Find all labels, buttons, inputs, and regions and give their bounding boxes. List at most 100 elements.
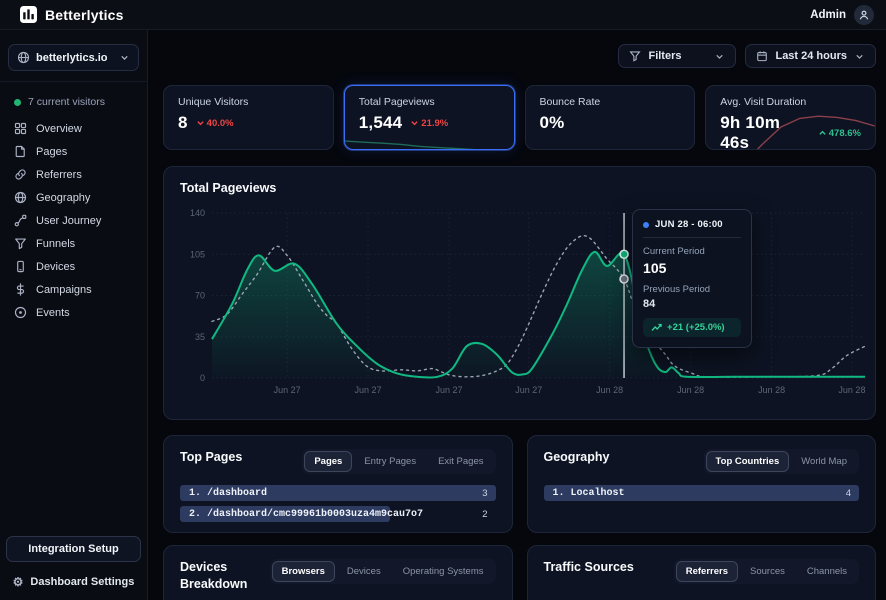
chevron-down-icon (854, 51, 865, 62)
filters-label: Filters (648, 50, 682, 62)
panel-title: Traffic Sources (543, 560, 634, 574)
svg-text:105: 105 (190, 249, 205, 259)
top-bar: Betterlytics Admin (0, 0, 886, 30)
chevron-down-icon (119, 52, 130, 63)
sidebar-item-overview[interactable]: Overview (6, 118, 141, 139)
stat-cards-row: Unique Visitors 8 40.0% Total Pageviews … (163, 85, 876, 150)
panel-title: Devices Breakdown (180, 560, 248, 591)
sidebar-item-events[interactable]: Events (6, 302, 141, 323)
tab-top-countries[interactable]: Top Countries (705, 451, 790, 472)
tab-entry-pages[interactable]: Entry Pages (354, 451, 426, 472)
sidebar-item-campaigns[interactable]: Campaigns (6, 279, 141, 300)
sidebar-item-geography[interactable]: Geography (6, 187, 141, 208)
geography-panel: Geography Top Countries World Map 1. Local… (526, 435, 876, 533)
dollar-icon (14, 283, 27, 296)
stat-value: 9h 10m 46s (720, 113, 781, 150)
svg-text:Jun 27: Jun 27 (436, 385, 463, 395)
sidebar-item-pages[interactable]: Pages (6, 141, 141, 162)
app-logo-icon (20, 6, 37, 23)
stat-card-bounce-rate[interactable]: Bounce Rate 0% (524, 85, 696, 150)
chart-area[interactable]: 0 35 70 105 140 Jun 27 Jun 27 Jun 27 Jun 27 Jun 2… (180, 208, 866, 402)
tab-world-map[interactable]: World Map (791, 451, 857, 472)
dashboard-settings-label: Dashboard Settings (30, 576, 135, 588)
list-item-value: 4 (845, 487, 851, 499)
stat-value: 1,544 (358, 113, 403, 132)
svg-text:Jun 28: Jun 28 (596, 385, 623, 395)
svg-text:Jun 28: Jun 28 (677, 385, 704, 395)
stat-card-avg-visit-duration[interactable]: Avg. Visit Duration 9h 10m 46s 478.6% (705, 85, 876, 150)
stat-card-total-pageviews[interactable]: Total Pageviews 1,544 21.9% (343, 85, 515, 150)
globe-icon (17, 51, 30, 64)
app-title: Betterlytics (45, 6, 124, 23)
route-icon (14, 214, 27, 227)
tooltip-previous-value: 84 (643, 298, 656, 310)
traffic-sources-panel: Traffic Sources Referrers Sources Channels (526, 545, 876, 600)
stat-delta: 478.6% (818, 128, 861, 139)
smartphone-icon (14, 260, 27, 273)
tab-pages[interactable]: Pages (304, 451, 353, 472)
stat-delta: 40.0% (196, 118, 234, 129)
integration-setup-button[interactable]: Integration Setup (6, 536, 141, 562)
sidebar-divider (0, 81, 147, 82)
tab-operating-systems[interactable]: Operating Systems (393, 561, 494, 582)
top-pages-list: 1./dashboard 3 2./dashboard/cmc99961b000… (180, 485, 496, 522)
tooltip-delta-badge: +21 (+25.0%) (643, 318, 742, 337)
list-item[interactable]: 2./dashboard/cmc99961b0003uza4m9cau7o7 2 (180, 506, 496, 522)
svg-text:70: 70 (195, 291, 205, 301)
sidebar-item-label: User Journey (36, 214, 102, 227)
tab-browsers[interactable]: Browsers (271, 561, 335, 582)
sidebar-item-user-journey[interactable]: User Journey (6, 210, 141, 231)
filter-icon (629, 50, 642, 62)
chevron-down-icon (714, 51, 725, 62)
tab-devices[interactable]: Devices (337, 561, 391, 582)
sidebar-item-label: Referrers (36, 168, 82, 181)
funnel-icon (14, 237, 27, 250)
svg-text:Jun 28: Jun 28 (838, 385, 865, 395)
list-item-label: 1. Localhost (552, 487, 625, 499)
user-avatar[interactable] (854, 4, 874, 25)
svg-text:35: 35 (195, 332, 205, 342)
sidebar-item-label: Funnels (36, 237, 76, 250)
stat-card-unique-visitors[interactable]: Unique Visitors 8 40.0% (163, 85, 334, 150)
tab-channels[interactable]: Channels (797, 561, 857, 582)
sparkline-chart (345, 86, 514, 150)
gear-icon: ⚙ (12, 575, 24, 589)
target-icon (14, 306, 27, 319)
sidebar-item-label: Geography (36, 191, 91, 204)
site-selector[interactable]: betterlytics.io (8, 44, 139, 71)
list-item-bar (180, 506, 391, 522)
list-item-value: 3 (482, 487, 488, 499)
live-dot-icon (14, 98, 21, 106)
sidebar-item-devices[interactable]: Devices (6, 256, 141, 277)
link-icon (14, 168, 27, 181)
tooltip-dot-icon (643, 221, 650, 228)
list-item-bar (543, 485, 859, 501)
list-item[interactable]: 1./dashboard 3 (180, 485, 496, 501)
person-icon (859, 10, 869, 20)
filters-button[interactable]: Filters (618, 44, 737, 68)
live-visitors: 7 current visitors (6, 92, 141, 118)
tab-sources[interactable]: Sources (740, 561, 795, 582)
trend-up-icon (651, 323, 662, 331)
list-item-label: 1./dashboard (189, 487, 268, 499)
stat-label: Total Pageviews (358, 96, 435, 108)
sidebar-item-referrers[interactable]: Referrers (6, 164, 141, 185)
calendar-icon (756, 50, 768, 62)
svg-text:Jun 27: Jun 27 (274, 385, 301, 395)
date-range-button[interactable]: Last 24 hours (745, 44, 876, 68)
sidebar-item-label: Events (36, 306, 70, 319)
svg-text:140: 140 (190, 209, 205, 218)
tab-exit-pages[interactable]: Exit Pages (428, 451, 493, 472)
chart-tooltip: JUN 28 - 06:00 Current Period 105 Previo… (632, 209, 753, 348)
total-pageviews-chart-card: Total Pageviews 0 35 70 105 140 Jun 27 Jun 27 J… (163, 166, 876, 420)
list-item-label: 2./dashboard/cmc99961b0003uza4m9cau7o7 (189, 508, 424, 520)
svg-text:Jun 27: Jun 27 (355, 385, 382, 395)
sidebar-item-funnels[interactable]: Funnels (6, 233, 141, 254)
globe-icon (14, 191, 27, 204)
geography-tabs: Top Countries World Map (703, 449, 859, 474)
svg-text:Jun 27: Jun 27 (515, 385, 542, 395)
devices-breakdown-panel: Devices Breakdown Browsers Devices Operati… (163, 545, 513, 600)
tab-referrers[interactable]: Referrers (675, 561, 738, 582)
dashboard-settings-link[interactable]: ⚙ Dashboard Settings (6, 572, 141, 590)
list-item[interactable]: 1. Localhost 4 (543, 485, 859, 501)
